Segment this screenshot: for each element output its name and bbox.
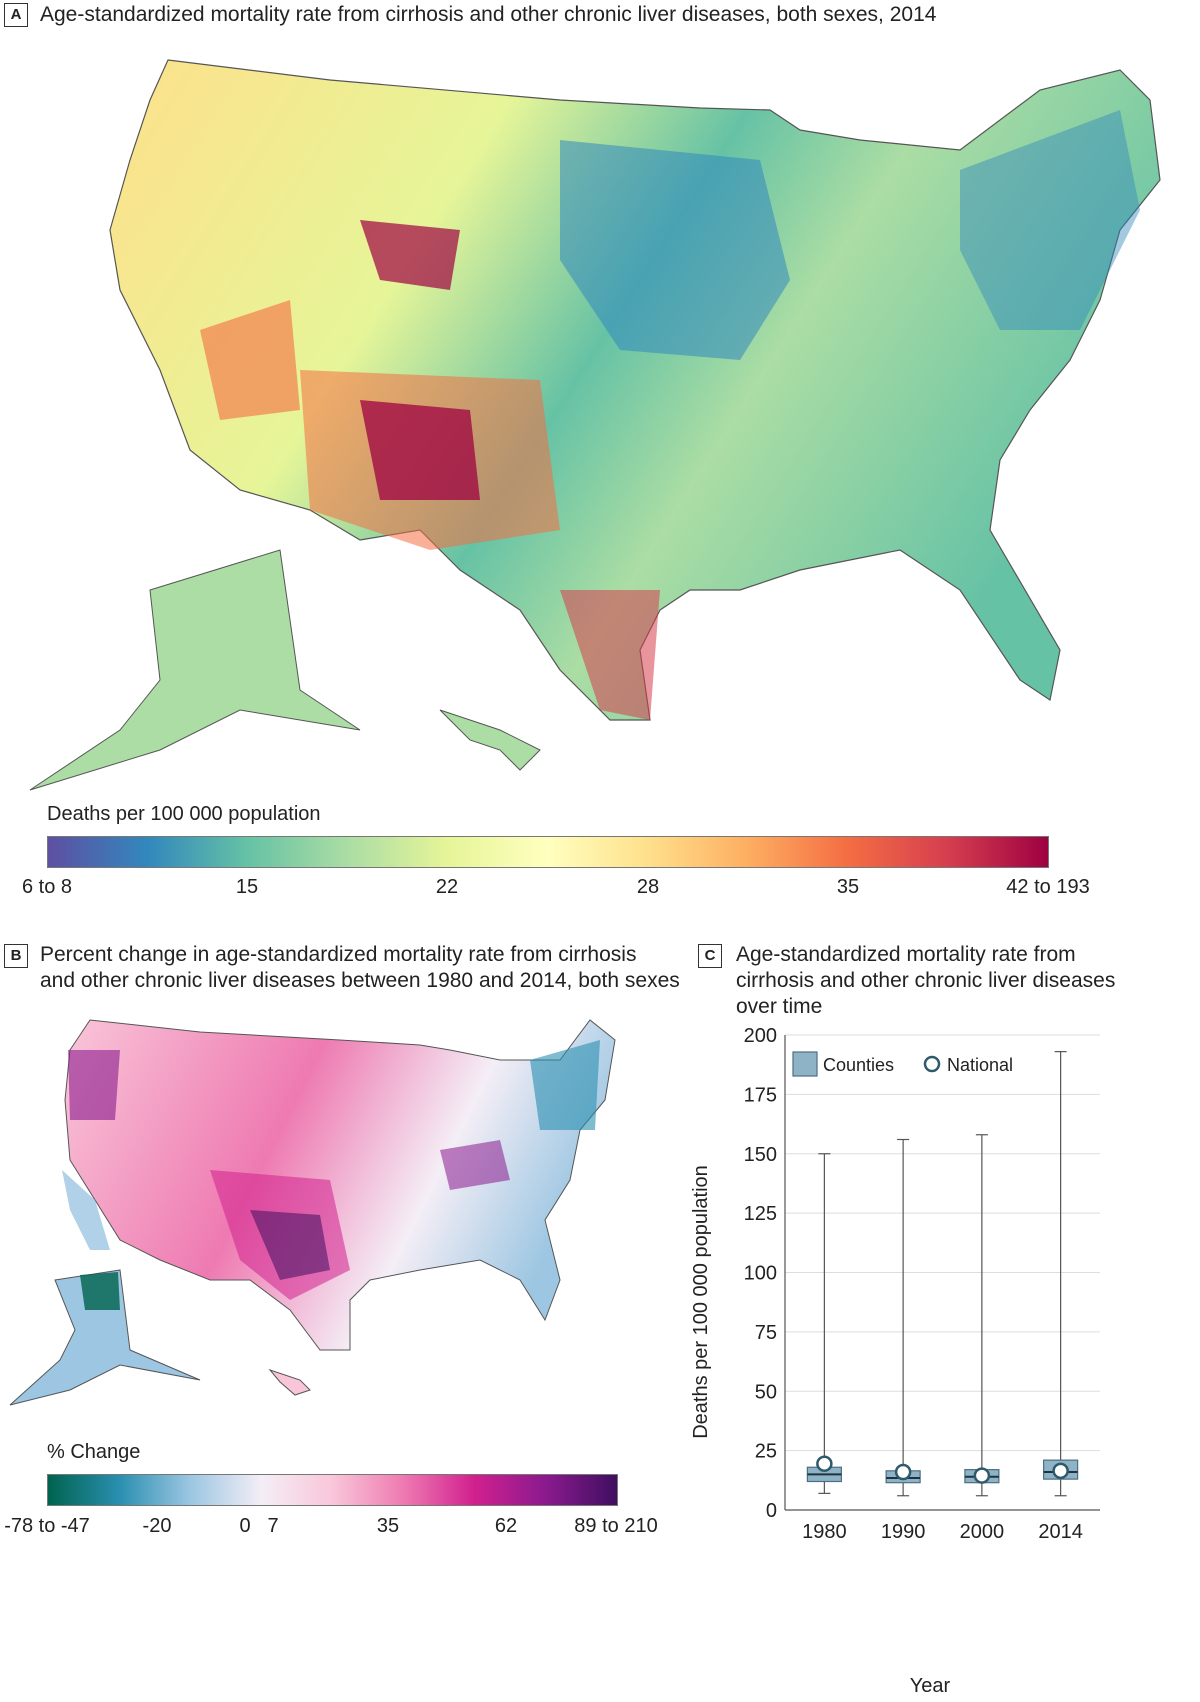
hawaii-islands xyxy=(268,1368,311,1396)
panel-b-colorbar xyxy=(47,1474,618,1506)
ticksA-label: 28 xyxy=(636,876,660,898)
conterminous-us-outline xyxy=(64,1019,616,1351)
legend-national-label: National xyxy=(947,1055,1013,1075)
panel-a-title: Age-standardized mortality rate from cir… xyxy=(40,3,937,26)
us-map-2014 xyxy=(29,59,1161,791)
x-axis-label: Year xyxy=(910,1675,951,1697)
texas-core xyxy=(250,1210,330,1280)
wyoming-region xyxy=(360,220,460,290)
national-point-1980 xyxy=(816,1455,833,1472)
northeast-region xyxy=(530,1040,600,1130)
ticksA-label: 6 to 8 xyxy=(21,876,73,898)
y-tick-label: 150 xyxy=(744,1144,777,1166)
legend-counties-swatch xyxy=(792,1051,818,1077)
california-coast-region xyxy=(62,1170,110,1250)
y-axis-label: Deaths per 100 000 population xyxy=(690,1165,712,1439)
panel-c-title-line1: Age-standardized mortality rate from xyxy=(736,943,1076,966)
legend-national-marker xyxy=(923,1055,941,1073)
x-tick-label: 2000 xyxy=(960,1521,1005,1543)
alaska-outline xyxy=(9,1269,201,1406)
y-tick-label: 50 xyxy=(755,1381,777,1403)
national-point-1990 xyxy=(894,1463,912,1481)
hawaii-islands xyxy=(439,709,541,771)
us-map-change xyxy=(9,1019,616,1406)
panel-a-colorbar xyxy=(47,836,1049,868)
x-tick-label: 2014 xyxy=(1038,1521,1083,1543)
y-tick-label: 175 xyxy=(744,1084,777,1106)
ticksA-label: 35 xyxy=(836,876,860,898)
y-tick-label: 0 xyxy=(766,1500,777,1522)
kentucky-region xyxy=(440,1140,510,1190)
ticksB-label: -78 to -47 xyxy=(4,1515,90,1537)
ticksB-label: 7 xyxy=(267,1515,279,1537)
x-tick-label: 1980 xyxy=(802,1521,847,1543)
midwest-region xyxy=(560,140,790,360)
panel-b-title-line2: and other chronic liver diseases between… xyxy=(40,969,680,992)
x-tick-label: 1990 xyxy=(881,1521,926,1543)
panel-c-letter: C xyxy=(698,944,722,968)
alaska-outline xyxy=(29,549,361,791)
y-tick-label: 100 xyxy=(744,1263,777,1285)
ticksA-label: 15 xyxy=(235,876,259,898)
panel-b-legend-title: % Change xyxy=(47,1441,141,1463)
ticksB-label: 62 xyxy=(494,1515,518,1537)
panel-b-letter: B xyxy=(4,944,28,968)
panel-a-letter: A xyxy=(4,3,28,27)
northeast-region xyxy=(960,110,1140,330)
y-tick-label: 200 xyxy=(744,1025,777,1047)
ticksA-label: 22 xyxy=(435,876,459,898)
pacific-northwest-region xyxy=(68,1050,120,1120)
y-tick-label: 25 xyxy=(755,1441,777,1463)
alaska-north-region xyxy=(80,1272,120,1310)
box-plot-chart: Deaths per 100 000 population Year Count… xyxy=(690,1025,1100,1697)
chart-legend: Counties National xyxy=(792,1051,1013,1077)
nevada-region xyxy=(200,300,300,420)
legend-counties-label: Counties xyxy=(823,1055,894,1075)
ticksB-label: -20 xyxy=(142,1515,172,1537)
south-texas-region xyxy=(560,590,660,720)
ticksB-label: 89 to 210 xyxy=(574,1515,658,1537)
panel-b-title-line1: Percent change in age-standardized morta… xyxy=(40,943,637,966)
ticksB-label: 35 xyxy=(376,1515,400,1537)
ticksA-label: 42 to 193 xyxy=(1006,876,1090,898)
y-tick-label: 75 xyxy=(755,1322,777,1344)
ticksB-label: 0 xyxy=(239,1515,251,1537)
panel-c-title-line2: cirrhosis and other chronic liver diseas… xyxy=(736,969,1116,992)
national-point-2000 xyxy=(973,1467,991,1484)
southwest-core xyxy=(360,400,480,500)
panel-a-legend-title: Deaths per 100 000 population xyxy=(47,803,321,825)
panel-c-title-line3: over time xyxy=(736,995,823,1018)
y-tick-label: 125 xyxy=(744,1203,777,1225)
national-point-2014 xyxy=(1052,1462,1069,1480)
